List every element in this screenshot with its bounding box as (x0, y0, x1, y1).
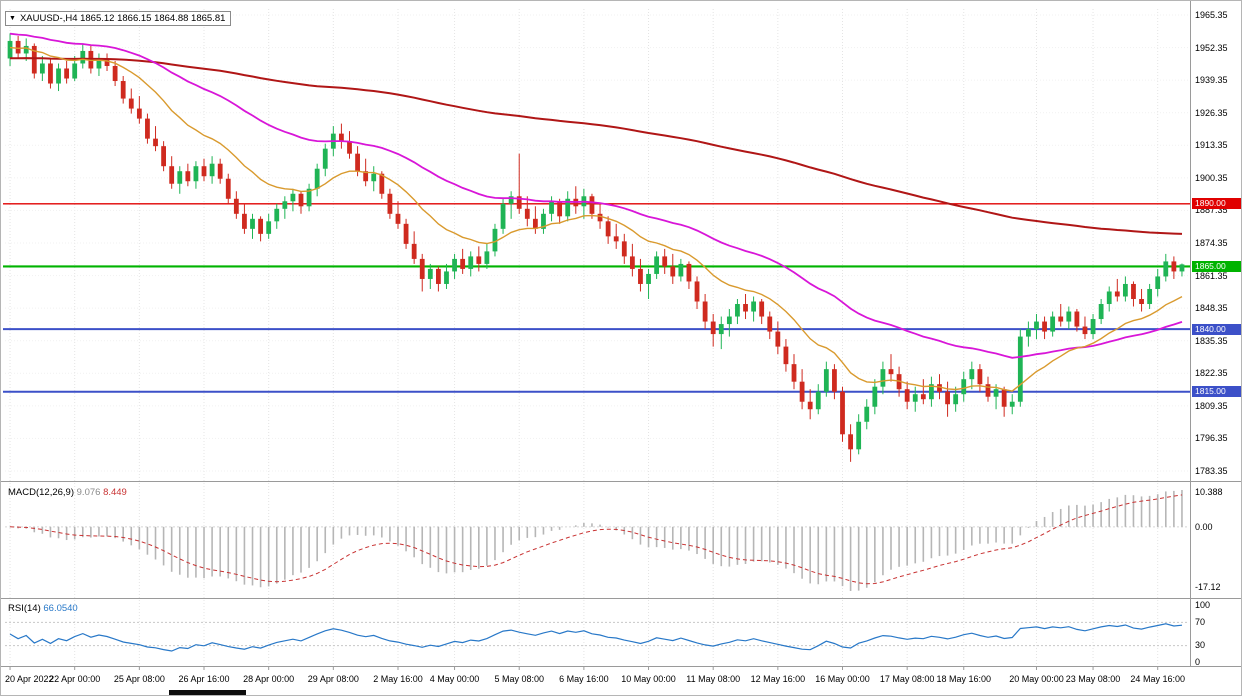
time-axis-label: 6 May 16:00 (559, 674, 609, 684)
price-axis-label: 1796.35 (1195, 433, 1228, 444)
time-axis-label: 12 May 16:00 (750, 674, 806, 684)
time-axis-label: 20 May 00:00 (1009, 674, 1064, 684)
time-axis-label: 5 May 08:00 (494, 674, 544, 684)
symbol-ohlc-box: ▼ XAUUSD-,H4 1865.12 1866.15 1864.88 1865… (5, 11, 232, 26)
price-axis-label: 1822.35 (1195, 368, 1228, 379)
price-tag-1865.00: 1865.00 (1192, 260, 1241, 272)
time-axis-label: 26 Apr 16:00 (178, 674, 230, 684)
rsi-value: 66.0540 (43, 603, 78, 614)
time-axis-label: 28 Apr 00:00 (243, 674, 295, 684)
price-axis-label: 1926.35 (1195, 107, 1228, 118)
time-axis-label: 4 May 00:00 (429, 674, 480, 684)
macd-main-value: 9.076 (76, 487, 101, 498)
price-axis-label: 1965.35 (1195, 10, 1228, 20)
time-axis-label: 2 May 16:00 (373, 674, 423, 684)
rsi-indicator-label: RSI(14) 66.0540 (8, 603, 78, 614)
macd-signal-value: 8.449 (103, 487, 127, 498)
rsi-axis-0: 0 (1195, 657, 1201, 667)
time-axis-label: 20 Apr 2022 (5, 674, 54, 684)
symbol-ohlc-text: XAUUSD-,H4 1865.12 1866.15 1864.88 1865.… (19, 13, 226, 24)
time-axis-label: 10 May 00:00 (621, 674, 676, 684)
macd-axis-min: -17.12 (1195, 582, 1221, 592)
macd-name: MACD(12,26,9) (8, 487, 74, 498)
time-axis-label: 18 May 16:00 (936, 674, 992, 684)
rsi-axis-70: 70 (1195, 617, 1206, 627)
price-axis-label: 1848.35 (1195, 303, 1228, 314)
price-axis-label: 1861.35 (1195, 270, 1228, 281)
time-axis-label: 25 Apr 08:00 (113, 674, 165, 684)
time-axis-label: 16 May 00:00 (815, 674, 870, 684)
price-axis-label: 1809.35 (1195, 400, 1228, 411)
macd-axis-zero: 0.00 (1195, 521, 1213, 532)
price-axis-label: 1835.35 (1195, 335, 1228, 346)
time-axis-label: 23 May 08:00 (1065, 674, 1121, 684)
time-axis-label: 17 May 08:00 (879, 674, 935, 684)
price-axis-label: 1783.35 (1195, 466, 1228, 476)
price-axis-label: 1952.35 (1195, 42, 1228, 53)
time-axis-label: 11 May 08:00 (686, 674, 741, 684)
chart-dropdown-icon[interactable]: ▼ (9, 15, 16, 22)
macd-indicator-label: MACD(12,26,9) 9.076 8.449 (8, 487, 127, 498)
price-axis-label: 1874.35 (1195, 238, 1228, 248)
price-axis-label: 1887.35 (1195, 205, 1228, 216)
taskbar-fragment (169, 690, 246, 695)
time-axis-label: 24 May 16:00 (1130, 674, 1185, 684)
rsi-axis-30: 30 (1195, 640, 1206, 650)
rsi-name: RSI(14) (8, 603, 41, 614)
price-axis-label: 1913.35 (1195, 140, 1228, 151)
price-tag-1890.00: 1890.00 (1192, 198, 1241, 210)
price-axis-label: 1900.35 (1195, 172, 1228, 183)
price-tag-1815.00: 1815.00 (1192, 386, 1241, 398)
price-axis-label: 1939.35 (1195, 75, 1228, 86)
price-tag-1840.00: 1840.00 (1192, 323, 1241, 335)
rsi-axis-100: 100 (1195, 600, 1211, 610)
time-axis-label: 29 Apr 08:00 (307, 674, 359, 684)
time-axis-label: 22 Apr 00:00 (49, 674, 101, 684)
macd-axis-max: 10.388 (1195, 487, 1223, 497)
